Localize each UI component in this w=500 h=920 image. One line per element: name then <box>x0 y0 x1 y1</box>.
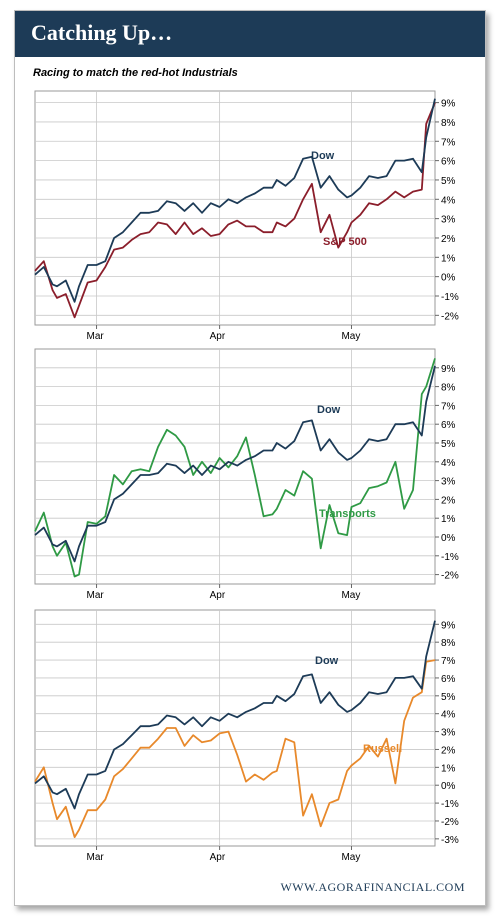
chart-frame: Catching Up… Racing to match the red-hot… <box>14 10 486 906</box>
series-line-russell <box>34 659 436 839</box>
y-tick-label: 7% <box>441 137 456 148</box>
y-tick-label: 8% <box>441 383 456 394</box>
y-tick-label: 6% <box>441 674 456 685</box>
series-line-transports <box>34 358 436 578</box>
page-title: Catching Up… <box>31 20 173 45</box>
chart-svg-2: -2% -1% 0% 1% 2% 3% 4% 5% 6% 7% 8% 9% Mar Apr May Dow Tr… <box>34 348 459 601</box>
series-label-russell: Russell <box>363 743 402 755</box>
series-line-dow <box>34 620 436 810</box>
y-tick-label: 0% <box>441 533 456 544</box>
y-tick-label: 6% <box>441 420 456 431</box>
y-tick-label: -2% <box>441 571 459 582</box>
series-label-dow: Dow <box>317 404 341 416</box>
subtitle: Racing to match the red-hot Industrials <box>33 67 238 79</box>
plot-area <box>34 90 436 326</box>
y-tick-label: 3% <box>441 728 456 739</box>
y-tick-label: 7% <box>441 656 456 667</box>
x-tick-label: Mar <box>87 852 105 863</box>
x-tick-label: Mar <box>87 590 105 601</box>
x-tick-label: May <box>341 590 360 601</box>
y-tick-label: 5% <box>441 176 456 187</box>
x-tick-label: Apr <box>210 331 226 342</box>
y-tick-label: 4% <box>441 710 456 721</box>
title-bar: Catching Up… <box>15 11 485 57</box>
series-line-s-p-500 <box>34 102 436 319</box>
y-tick-label: -1% <box>441 799 459 810</box>
source-footer: WWW.AGORAFINANCIAL.COM <box>280 880 465 894</box>
y-tick-label: 2% <box>441 495 456 506</box>
y-tick-label: 5% <box>441 439 456 450</box>
y-tick-label: -2% <box>441 817 459 828</box>
x-tick-label: Apr <box>210 852 226 863</box>
series-line-dow <box>34 365 436 563</box>
y-tick-label: 3% <box>441 477 456 488</box>
y-tick-label: -2% <box>441 311 459 322</box>
y-tick-label: 2% <box>441 234 456 245</box>
y-tick-label: 8% <box>441 118 456 129</box>
x-tick-label: May <box>341 852 360 863</box>
y-tick-label: 4% <box>441 195 456 206</box>
chart-svg-3: -3% -2% -1% 0% 1% 2% 3% 4% 5% 6% 7% 8% 9% Mar Apr May Do… <box>34 609 459 863</box>
y-tick-label: -1% <box>441 292 459 303</box>
y-tick-label: 8% <box>441 638 456 649</box>
y-tick-label: 1% <box>441 253 456 264</box>
x-tick-label: Apr <box>210 590 226 601</box>
plot-area <box>34 609 436 847</box>
y-tick-label: 0% <box>441 273 456 284</box>
y-tick-label: -3% <box>441 835 459 846</box>
chart-panel-transports: -2% -1% 0% 1% 2% 3% 4% 5% 6% 7% 8% 9% Mar Apr May Dow Tr… <box>33 345 459 602</box>
y-tick-label: 1% <box>441 763 456 774</box>
chart-panel-sp500: -2% -1% 0% 1% 2% 3% 4% 5% 6% 7% 8% 9% Mar Apr May Dow S&… <box>33 87 459 343</box>
x-tick-label: May <box>341 331 360 342</box>
series-label-dow: Dow <box>315 655 339 667</box>
series-label-s-p-500: S&P 500 <box>323 236 367 248</box>
y-tick-label: 9% <box>441 364 456 375</box>
y-tick-label: 9% <box>441 99 456 110</box>
y-tick-label: 1% <box>441 514 456 525</box>
chart-panel-russell: -3% -2% -1% 0% 1% 2% 3% 4% 5% 6% 7% 8% 9% Mar Apr May Do… <box>33 606 459 864</box>
series-line-dow <box>34 98 436 303</box>
y-tick-label: 0% <box>441 781 456 792</box>
series-label-transports: Transports <box>319 508 376 520</box>
y-tick-label: -1% <box>441 552 459 563</box>
x-tick-label: Mar <box>87 331 105 342</box>
y-tick-label: 6% <box>441 157 456 168</box>
y-tick-label: 7% <box>441 401 456 412</box>
y-tick-label: 5% <box>441 692 456 703</box>
chart-svg-1: -2% -1% 0% 1% 2% 3% 4% 5% 6% 7% 8% 9% Mar Apr May Dow S&… <box>34 90 459 342</box>
series-label-dow: Dow <box>311 150 335 162</box>
y-tick-label: 2% <box>441 745 456 756</box>
y-tick-label: 9% <box>441 620 456 631</box>
y-tick-label: 4% <box>441 458 456 469</box>
plot-area <box>34 348 436 585</box>
y-tick-label: 3% <box>441 215 456 226</box>
